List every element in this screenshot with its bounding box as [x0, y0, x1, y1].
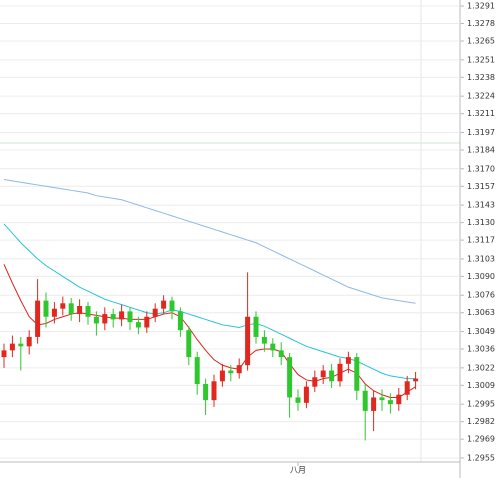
candle-body: [119, 311, 125, 320]
candle-body: [387, 400, 393, 405]
candle-body: [110, 314, 116, 320]
candle-body: [203, 383, 209, 401]
candle-body: [228, 370, 234, 374]
y-tick-label: 1.3049: [467, 327, 495, 336]
candle-body: [77, 305, 83, 315]
candle-body: [295, 397, 301, 403]
y-tick-label: 1.3090: [467, 272, 495, 281]
candle-body: [396, 394, 402, 405]
y-tick-label: 1.3170: [467, 164, 495, 173]
candle-body: [102, 314, 108, 324]
candle-body: [329, 370, 335, 382]
y-tick-label: 1.3184: [467, 145, 495, 154]
candle-body: [85, 305, 91, 317]
candle-body: [68, 303, 74, 315]
candle-body: [35, 300, 41, 337]
candle-body: [303, 386, 309, 403]
candle-body: [270, 343, 276, 351]
candle-body: [278, 350, 284, 358]
candle-body: [345, 357, 351, 364]
y-tick-label: 1.3251: [467, 55, 495, 64]
y-tick-label: 1.2995: [467, 400, 495, 409]
candle-body: [245, 316, 251, 366]
y-tick-label: 1.3143: [467, 201, 495, 210]
candle-body: [93, 316, 99, 324]
candle-body: [236, 365, 242, 374]
y-tick-label: 1.3224: [467, 92, 495, 101]
y-tick-label: 1.3265: [467, 37, 495, 46]
y-tick-label: 1.3197: [467, 128, 495, 137]
candle-body: [253, 316, 259, 337]
candle-body: [177, 311, 183, 331]
y-tick-label: 1.2982: [467, 417, 495, 426]
candle-body: [404, 381, 410, 395]
candle-body: [18, 343, 24, 347]
candle-body: [127, 311, 133, 323]
y-tick-label: 1.3238: [467, 73, 495, 82]
y-tick-label: 1.3157: [467, 182, 495, 191]
y-tick-label: 1.3103: [467, 254, 495, 263]
candle-body: [337, 363, 343, 382]
y-tick-label: 1.3009: [467, 381, 495, 390]
y-tick-label: 1.3063: [467, 308, 495, 317]
candle-body: [354, 357, 360, 391]
y-tick-label: 1.2955: [467, 453, 495, 462]
y-tick-label: 1.3076: [467, 291, 495, 300]
candle-body: [186, 330, 192, 358]
candle-body: [211, 381, 217, 401]
candle-body: [362, 390, 368, 411]
candle-body: [413, 378, 419, 382]
candle-body: [60, 303, 66, 309]
y-tick-label: 1.2969: [467, 435, 495, 444]
moving-average-line: [3, 179, 416, 304]
candle-body: [371, 397, 377, 411]
candle-body: [51, 308, 57, 317]
y-tick-label: 1.3036: [467, 345, 495, 354]
y-tick-label: 1.3022: [467, 363, 495, 372]
candle-body: [1, 350, 7, 358]
y-tick-label: 1.3291: [467, 2, 495, 11]
candle-body: [135, 322, 141, 328]
candle-body: [194, 357, 200, 384]
candle-body: [43, 300, 49, 317]
candle-body: [287, 357, 293, 398]
candle-body: [152, 308, 158, 317]
candle-body: [144, 316, 150, 328]
y-tick-label: 1.3130: [467, 218, 495, 227]
y-tick-label: 1.3117: [467, 236, 495, 245]
y-tick-label: 1.3278: [467, 19, 495, 28]
candle-body: [26, 336, 32, 347]
candle-body: [320, 370, 326, 378]
candle-body: [161, 300, 167, 309]
candle-body: [9, 343, 15, 351]
candle-body: [219, 370, 225, 382]
y-tick-label: 1.3211: [467, 109, 495, 118]
candle-body: [261, 336, 267, 344]
x-tick-label: 八月: [290, 466, 306, 475]
candle-body: [169, 300, 175, 312]
candle-body: [379, 397, 385, 401]
candle-body: [312, 377, 318, 387]
